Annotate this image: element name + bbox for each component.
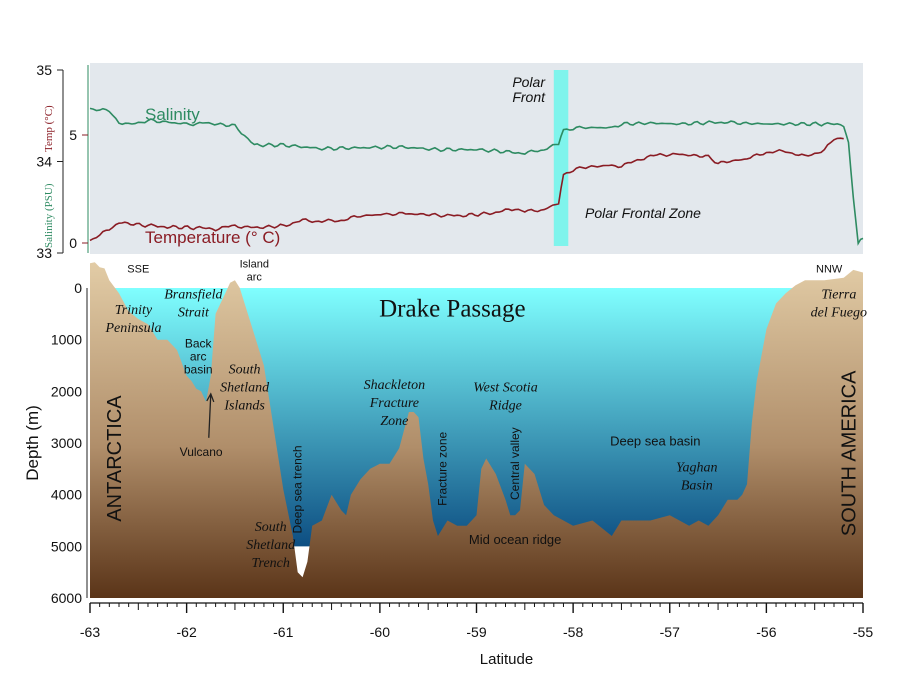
annotation-label: Vulcano bbox=[180, 445, 223, 459]
annotation-label: Shetland bbox=[246, 538, 296, 553]
annotation-label: Yaghan bbox=[676, 460, 718, 475]
temperature-series-line bbox=[89, 137, 844, 242]
annotation-label: Mid ocean ridge bbox=[469, 532, 562, 547]
annotation-label: Island bbox=[240, 258, 269, 270]
annotation-label: Zone bbox=[380, 414, 408, 429]
salinity-tick-label: 34 bbox=[36, 154, 52, 170]
annotation-label: Back bbox=[185, 336, 213, 350]
annotation-label: Deep sea basin bbox=[610, 434, 700, 449]
temperature-axis-title: Temp (°C) bbox=[43, 105, 55, 152]
temperature-label: Temperature (° C) bbox=[145, 228, 280, 247]
latitude-tick-label: -63 bbox=[80, 624, 100, 640]
annotation-label: Central valley bbox=[508, 427, 522, 500]
latitude-tick-label: -57 bbox=[660, 624, 680, 640]
chart-title: Drake Passage bbox=[379, 295, 525, 322]
annotation-label: NNW bbox=[816, 264, 843, 276]
annotation-label: Shetland bbox=[220, 380, 270, 395]
salinity-axis-title: Salinity (PSU) bbox=[43, 183, 55, 248]
latitude-tick-label: -62 bbox=[177, 624, 197, 640]
latitude-axis-title: Latitude bbox=[480, 651, 533, 668]
annotation-label: South bbox=[255, 520, 287, 535]
annotation-label: Trinity bbox=[115, 303, 153, 318]
salinity-tick-label: 35 bbox=[36, 62, 52, 78]
depth-tick-label: 3000 bbox=[51, 435, 82, 451]
annotation-label: arc bbox=[190, 349, 207, 363]
upper-panel-background bbox=[90, 63, 863, 254]
temperature-tick-label: 5 bbox=[69, 127, 77, 143]
polar-front-label-line-1: Polar bbox=[512, 74, 546, 90]
salinity-series-line bbox=[89, 107, 864, 246]
depth-tick-label: 5000 bbox=[51, 538, 82, 554]
latitude-tick-label: -58 bbox=[563, 624, 583, 640]
annotation-label: Fracture zone bbox=[436, 431, 450, 505]
polar-front-label-line-2: Front bbox=[512, 89, 546, 105]
depth-tick-label: 2000 bbox=[51, 383, 82, 399]
water-area bbox=[109, 288, 835, 547]
latitude-tick-label: -55 bbox=[853, 624, 873, 640]
annotation-label: Tierra bbox=[821, 287, 856, 302]
vulcano-arrow bbox=[206, 392, 215, 438]
annotation-label: arc bbox=[247, 271, 263, 283]
annotation-label: SOUTH AMERICA bbox=[839, 370, 861, 536]
annotation-label: Trench bbox=[252, 556, 290, 571]
temperature-tick-label: 0 bbox=[69, 235, 77, 251]
polar-frontal-zone-label: Polar Frontal Zone bbox=[585, 205, 701, 221]
latitude-tick-label: -60 bbox=[370, 624, 390, 640]
salinity-tick-label: 33 bbox=[36, 245, 52, 261]
depth-tick-label: 0 bbox=[74, 280, 82, 296]
annotation-label: Strait bbox=[178, 305, 210, 320]
latitude-tick-label: -61 bbox=[273, 624, 293, 640]
depth-tick-label: 4000 bbox=[51, 487, 82, 503]
depth-tick-label: 1000 bbox=[51, 332, 82, 348]
annotation-label: basin bbox=[184, 362, 213, 376]
annotation-label: SSE bbox=[127, 264, 149, 276]
depth-tick-label: 6000 bbox=[51, 590, 82, 606]
latitude-tick-label: -59 bbox=[466, 624, 486, 640]
annotation-label: del Fuego bbox=[811, 305, 867, 320]
depth-axis-title: Depth (m) bbox=[23, 405, 42, 481]
annotation-label: Ridge bbox=[488, 398, 522, 413]
annotation-label: South bbox=[229, 362, 261, 377]
salinity-label: Salinity bbox=[145, 105, 200, 124]
annotation-label: Peninsula bbox=[104, 321, 161, 336]
polar-front-band bbox=[553, 70, 569, 246]
annotation-label: West Scotia bbox=[473, 380, 537, 395]
annotation-label: Shackleton bbox=[364, 378, 425, 393]
annotation-label: Islands bbox=[223, 398, 265, 413]
annotation-label: ANTARCTICA bbox=[104, 395, 126, 522]
annotation-label: Fracture bbox=[369, 396, 419, 411]
annotation-label: Deep sea trench bbox=[291, 445, 305, 533]
seafloor-land-area bbox=[90, 262, 863, 598]
annotation-label: Basin bbox=[681, 479, 713, 494]
annotation-label: Bransfield bbox=[164, 287, 223, 302]
latitude-tick-label: -56 bbox=[756, 624, 776, 640]
